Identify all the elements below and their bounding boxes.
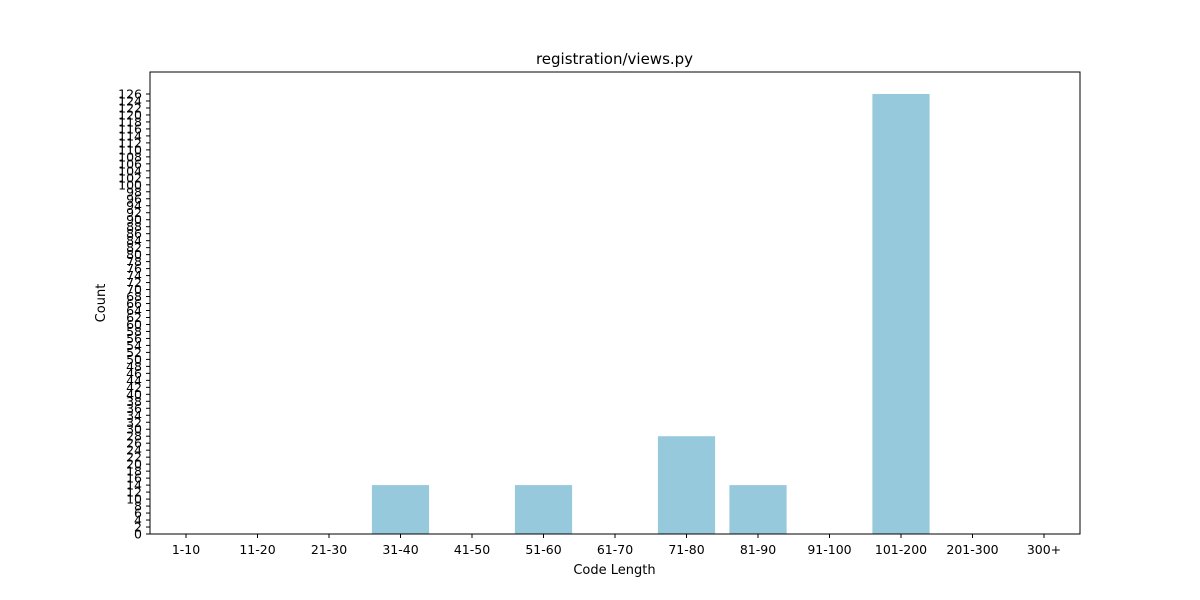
y-tick-label: 120 <box>118 107 142 122</box>
y-tick-label: 108 <box>118 149 142 164</box>
x-tick-label: 51-60 <box>525 542 561 557</box>
y-tick-label: 4 <box>134 513 142 528</box>
y-tick-label: 102 <box>118 170 142 185</box>
y-tick-label: 12 <box>126 485 142 500</box>
y-tick-label: 48 <box>126 359 142 374</box>
y-tick-label: 106 <box>118 156 142 171</box>
y-tick-label: 122 <box>118 100 142 115</box>
y-tick-label: 36 <box>126 401 142 416</box>
bar-71-80 <box>657 436 716 534</box>
bars-group <box>371 94 930 534</box>
y-tick-label: 40 <box>126 387 142 402</box>
chart-title: registration/views.py <box>536 50 693 68</box>
y-tick-label: 72 <box>126 275 142 290</box>
y-tick-label: 28 <box>126 429 142 444</box>
y-tick-label: 98 <box>126 184 142 199</box>
x-tick-label: 71-80 <box>668 542 704 557</box>
y-tick-label: 114 <box>118 128 142 143</box>
plot-frame <box>149 71 1081 535</box>
y-tick-label: 56 <box>126 331 142 346</box>
bar-81-90 <box>729 485 787 534</box>
y-tick-label: 104 <box>118 163 142 178</box>
y-tick-label: 0 <box>134 527 142 542</box>
x-axis-label: Code Length <box>573 563 655 578</box>
x-tick-label: 41-50 <box>454 542 490 557</box>
y-axis-ticks: 0246810121416182022242628303234363840424… <box>118 87 150 542</box>
bar-51-60 <box>514 485 573 534</box>
y-tick-label: 30 <box>126 422 142 437</box>
y-tick-label: 52 <box>126 345 142 360</box>
y-tick-label: 88 <box>126 219 142 234</box>
y-tick-label: 58 <box>126 324 142 339</box>
y-tick-label: 24 <box>126 443 142 458</box>
y-tick-label: 2 <box>134 520 142 535</box>
y-tick-label: 18 <box>126 464 142 479</box>
y-axis-label: Count <box>94 284 109 323</box>
x-tick-label: 300+ <box>1027 542 1061 557</box>
x-tick-label: 91-100 <box>807 542 851 557</box>
bar-31-40 <box>371 485 430 534</box>
y-tick-label: 100 <box>118 177 142 192</box>
y-tick-label: 82 <box>126 240 142 255</box>
y-tick-label: 78 <box>126 254 142 269</box>
y-tick-label: 50 <box>126 352 142 367</box>
x-tick-label: 11-20 <box>239 542 275 557</box>
y-tick-label: 44 <box>126 373 142 388</box>
x-tick-label: 1-10 <box>172 542 200 557</box>
y-tick-label: 118 <box>118 114 142 129</box>
y-tick-label: 10 <box>126 492 142 507</box>
x-axis-ticks: 1-10 11-20 21-30 31-40 41-50 51-60 61-70 71-80 8… <box>172 534 1061 557</box>
y-tick-label: 38 <box>126 394 142 409</box>
y-tick-label: 80 <box>126 247 142 262</box>
y-tick-label: 6 <box>134 506 142 521</box>
y-tick-label: 116 <box>118 121 142 136</box>
y-tick-label: 64 <box>126 303 142 318</box>
y-tick-label: 68 <box>126 289 142 304</box>
y-tick-label: 22 <box>126 450 142 465</box>
y-tick-label: 76 <box>126 261 142 276</box>
y-tick-label: 94 <box>126 198 142 213</box>
y-tick-label: 84 <box>126 233 142 248</box>
x-tick-label: 21-30 <box>311 542 347 557</box>
bar-101-200 <box>872 94 930 534</box>
y-tick-label: 16 <box>126 471 142 486</box>
y-tick-label: 74 <box>126 268 142 283</box>
x-tick-label: 31-40 <box>382 542 418 557</box>
y-tick-label: 90 <box>126 212 142 227</box>
y-tick-label: 54 <box>126 338 142 353</box>
y-tick-label: 42 <box>126 380 142 395</box>
y-tick-label: 112 <box>118 135 142 150</box>
y-tick-label: 32 <box>126 415 142 430</box>
y-tick-label: 110 <box>118 142 142 157</box>
y-tick-label: 26 <box>126 436 142 451</box>
y-tick-label: 14 <box>126 478 142 493</box>
y-tick-label: 126 <box>118 87 142 102</box>
y-tick-label: 62 <box>126 310 142 325</box>
x-tick-label: 61-70 <box>597 542 633 557</box>
x-tick-label: 101-200 <box>875 542 927 557</box>
y-tick-label: 124 <box>118 93 142 108</box>
y-tick-label: 92 <box>126 205 142 220</box>
y-tick-label: 20 <box>126 457 142 472</box>
y-tick-label: 66 <box>126 296 142 311</box>
y-tick-label: 60 <box>126 317 142 332</box>
y-tick-label: 34 <box>126 408 142 423</box>
x-tick-label: 81-90 <box>740 542 776 557</box>
y-tick-label: 70 <box>126 282 142 297</box>
y-tick-label: 86 <box>126 226 142 241</box>
x-tick-label: 201-300 <box>946 542 998 557</box>
y-tick-label: 46 <box>126 366 142 381</box>
y-tick-label: 96 <box>126 191 142 206</box>
y-tick-label: 8 <box>134 499 142 514</box>
